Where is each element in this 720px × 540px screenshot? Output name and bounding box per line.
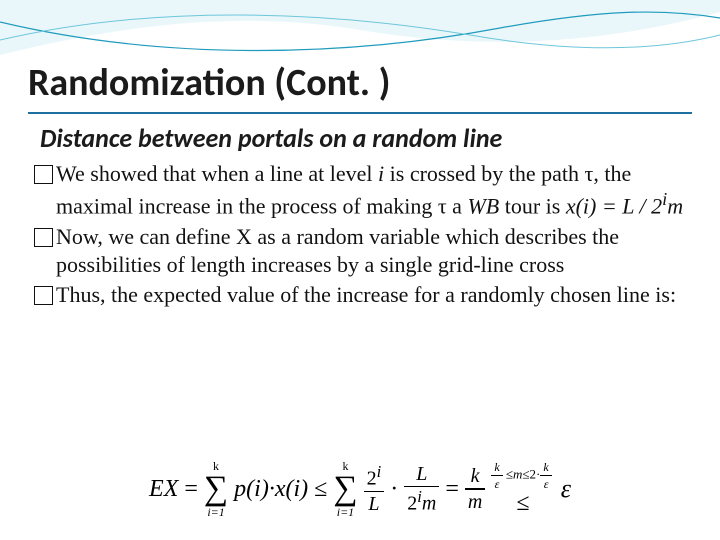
slide-subtitle: Distance between portals on a random lin…: [40, 122, 502, 154]
body-text: We showed that when a line at level i is…: [34, 160, 684, 311]
slide: Randomization (Cont. ) Distance between …: [0, 0, 720, 540]
frac-1: 2i L: [364, 464, 385, 514]
formula-lhs: EX: [149, 476, 178, 503]
frac-3: k m: [465, 466, 485, 511]
bullet-2: Now, we can define X as a random variabl…: [34, 223, 684, 279]
le-with-condition: kε ≤m≤2·kε ≤: [491, 461, 554, 517]
formula-rhs: ε: [561, 474, 571, 504]
bullet-1: We showed that when a line at level i is…: [34, 160, 684, 221]
sum-1: k ∑ i=1: [204, 460, 228, 518]
bullet-3: Thus, the expected value of the increase…: [34, 281, 684, 309]
bullet-box-icon: [34, 286, 53, 305]
bullet-box-icon: [34, 165, 53, 184]
slide-title: Randomization (Cont. ): [28, 60, 390, 106]
frac-2: L 2im: [404, 464, 439, 514]
title-underline: [28, 112, 692, 114]
bullet-box-icon: [34, 228, 53, 247]
sum1-term: p(i)·x(i): [234, 476, 308, 503]
formula: EX = k ∑ i=1 p(i)·x(i) ≤ k ∑ i=1 2i L · …: [0, 460, 720, 518]
sum-2: k ∑ i=1: [333, 460, 357, 518]
